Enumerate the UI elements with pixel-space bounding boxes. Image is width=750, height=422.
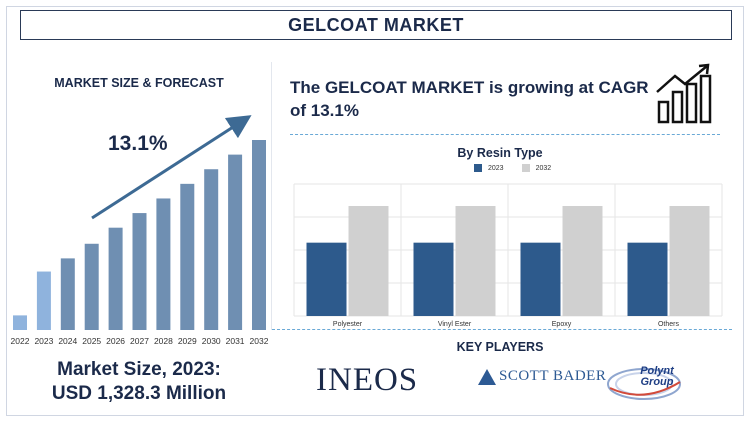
forecast-bar-2032 xyxy=(252,140,266,330)
resin-category-label: Polyester xyxy=(333,321,363,328)
legend-item-2023: 2023 xyxy=(474,164,504,172)
forecast-subtitle: MARKET SIZE & FORECAST xyxy=(54,76,224,90)
resin-bar-vinyl-ester-2032 xyxy=(455,206,496,316)
forecast-bar-2026 xyxy=(108,227,123,330)
growth-trend-arrow xyxy=(91,115,252,220)
section-divider xyxy=(271,62,272,330)
forecast-year-label: 2032 xyxy=(250,336,269,346)
forecast-bar-2031 xyxy=(228,154,243,330)
divider-dashed-top xyxy=(290,134,720,135)
polynt-logo: Polynt Group xyxy=(604,362,688,402)
forecast-year-label: 2022 xyxy=(11,336,30,346)
scott-bader-wordmark: SCOTT BADER xyxy=(499,368,607,384)
resin-bar-others-2032 xyxy=(669,206,710,316)
resin-type-bar-chart: Polyester Vinyl Ester Epoxy Others xyxy=(293,183,723,328)
resin-bar-others-2023 xyxy=(627,242,668,316)
market-size-line-2: USD 1,328.3 Million xyxy=(51,383,227,404)
resin-category-label: Epoxy xyxy=(552,321,572,328)
forecast-bar-2027 xyxy=(132,213,147,330)
divider-dashed-bottom xyxy=(272,329,732,330)
scott-bader-logo: SCOTT BADER xyxy=(478,368,606,385)
forecast-bar-2022 xyxy=(13,315,27,330)
forecast-bar-2029 xyxy=(180,183,195,330)
forecast-year-label: 2023 xyxy=(34,336,53,346)
page-title: GELCOAT MARKET xyxy=(288,14,464,35)
forecast-year-label: 2029 xyxy=(178,336,197,346)
key-players-title: KEY PLAYERS xyxy=(456,340,544,354)
bar-chart-growth-icon xyxy=(656,63,712,124)
resin-category-label: Others xyxy=(658,321,680,328)
forecast-year-label: 2025 xyxy=(82,336,101,346)
resin-bar-vinyl-ester-2023 xyxy=(413,242,454,316)
legend-label-2023: 2023 xyxy=(488,164,504,172)
legend-swatch-2023 xyxy=(474,164,482,172)
forecast-bar-2030 xyxy=(204,169,219,330)
market-size-line-1: Market Size, 2023: xyxy=(57,359,221,380)
market-size-text: Market Size, 2023: USD 1,328.3 Million xyxy=(6,358,272,406)
resin-bar-polyester-2023 xyxy=(306,242,347,316)
resin-category-label: Vinyl Ester xyxy=(438,321,472,328)
forecast-bar-2025 xyxy=(84,243,99,330)
forecast-bar-2028 xyxy=(156,198,171,330)
forecast-year-label: 2031 xyxy=(226,336,245,346)
resin-legend: 2023 2032 xyxy=(474,164,551,172)
scott-bader-mark-icon xyxy=(478,368,496,385)
legend-label-2032: 2032 xyxy=(535,164,552,172)
resin-bar-epoxy-2023 xyxy=(520,242,561,316)
legend-item-2032: 2032 xyxy=(521,164,552,172)
forecast-year-label: 2026 xyxy=(106,336,125,346)
legend-swatch-2032 xyxy=(521,164,530,172)
ineos-logo: INEOS xyxy=(316,362,419,398)
forecast-bar-2023 xyxy=(36,271,51,330)
resin-chart-title: By Resin Type xyxy=(457,146,543,160)
polynt-wordmark: Polynt Group xyxy=(640,365,674,388)
title-banner: GELCOAT MARKET xyxy=(20,10,732,40)
polynt-globe-icon xyxy=(607,368,681,400)
resin-bar-epoxy-2032 xyxy=(562,206,603,316)
cagr-percentage: 13.1% xyxy=(108,132,168,155)
forecast-year-label: 2030 xyxy=(202,336,221,346)
forecast-year-label: 2024 xyxy=(58,336,77,346)
forecast-year-label: 2027 xyxy=(130,336,149,346)
cagr-headline: The GELCOAT MARKET is growing at CAGR of… xyxy=(290,78,649,120)
forecast-bar-chart: 2022 2023 2024 2025 2026 2027 2028 2029 2030 2031… xyxy=(11,115,269,346)
forecast-year-label: 2028 xyxy=(154,336,173,346)
resin-bar-polyester-2032 xyxy=(348,206,389,316)
forecast-bar-2024 xyxy=(60,258,75,330)
